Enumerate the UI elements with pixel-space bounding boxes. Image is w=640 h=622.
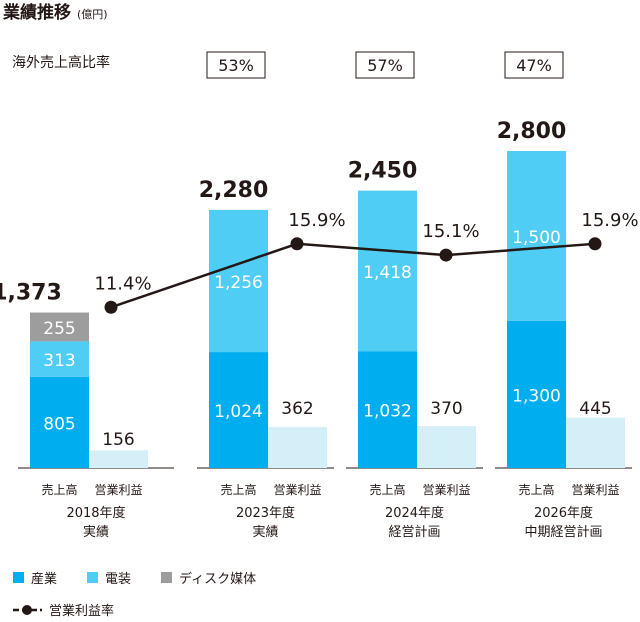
bar-electrical-2: [358, 190, 417, 352]
legend-dot-margin: [22, 605, 32, 615]
category-label-year-2: 2024年度: [385, 505, 444, 521]
chart-title: 業績推移: [3, 2, 71, 23]
bar-label-disk-0: 255: [43, 319, 75, 339]
operating-margin-point-0: [104, 300, 118, 314]
bar-operating-profit-2: [417, 426, 476, 468]
bar-label-industrial-3: 1,300: [512, 386, 561, 406]
sales-total-2: 2,450: [348, 159, 418, 184]
operating-margin-line: [110, 242, 596, 309]
overseas-ratio-value-1: 53%: [218, 56, 254, 75]
overseas-ratio-value-2: 57%: [367, 56, 403, 75]
margin-line-layer: [104, 237, 602, 314]
operating-profit-label-3: 445: [579, 399, 611, 419]
labels-layer: 805 313 255 1,373 1,024 1,256 2,280 1,032 1,418 2…: [0, 51, 640, 540]
unit-label: (億円): [77, 8, 108, 21]
sales-total-0: 1,373: [0, 281, 62, 306]
operating-margin-label-0: 11.4%: [94, 273, 151, 294]
category-label-year-0: 2018年度: [66, 505, 125, 521]
overseas-ratio-box-2: [355, 51, 415, 79]
operating-margin-label-2: 15.1%: [422, 221, 479, 242]
category-label-plan-2: 経営計画: [388, 524, 440, 540]
sales-total-1: 2,280: [199, 178, 269, 203]
legend-label-industrial: 産業: [31, 571, 57, 587]
operating-profit-label-2: 370: [430, 399, 462, 419]
bar-label-electrical-2: 1,418: [363, 263, 412, 283]
legend-swatch-electrical: [87, 572, 98, 583]
legend-label-disk: ディスク媒体: [179, 571, 256, 587]
category-label-year-1: 2023年度: [236, 505, 295, 521]
bar-label-electrical-1: 1,256: [214, 273, 263, 293]
bar-operating-profit-0: [89, 450, 148, 468]
bar-industrial-3: [507, 320, 566, 468]
operating-profit-label-1: 362: [281, 399, 313, 419]
overseas-ratio-value-3: 47%: [516, 56, 552, 75]
operating-margin-label-3: 15.9%: [581, 210, 638, 231]
legend-swatch-industrial: [13, 572, 24, 583]
category-label-plan-1: 実績: [252, 524, 278, 540]
category-label-plan-3: 中期経営計画: [524, 524, 602, 540]
sub-label-sales-0: 売上高: [41, 482, 77, 497]
legend-label-electrical: 電装: [105, 572, 131, 587]
bar-label-industrial-2: 1,032: [363, 402, 412, 422]
operating-margin-label-1: 15.9%: [288, 210, 345, 231]
bar-operating-profit-1: [268, 427, 327, 468]
category-label-year-3: 2026年度: [534, 505, 593, 521]
operating-profit-label-0: 156: [102, 430, 134, 450]
overseas-ratio-box-1: [206, 51, 266, 79]
bar-industrial-1: [209, 352, 268, 468]
bars-layer: [18, 151, 632, 469]
operating-margin-point-3: [588, 237, 602, 251]
legend-swatch-disk: [161, 572, 172, 583]
operating-margin-point-1: [290, 237, 304, 251]
sub-label-sales-1: 売上高: [220, 482, 256, 497]
sales-total-3: 2,800: [497, 119, 567, 144]
sub-label-profit-1: 営業利益: [273, 483, 321, 497]
bar-label-electrical-3: 1,500: [512, 228, 561, 248]
legend-label-margin: 営業利益率: [49, 603, 114, 619]
bar-disk-0: [30, 312, 89, 342]
sub-label-sales-3: 売上高: [518, 482, 554, 497]
bar-industrial-2: [358, 351, 417, 468]
sub-label-profit-3: 営業利益: [571, 483, 619, 497]
operating-margin-point-2: [439, 248, 453, 262]
sub-label-profit-0: 営業利益: [94, 483, 142, 497]
sub-label-profit-2: 営業利益: [422, 483, 470, 497]
bar-label-industrial-1: 1,024: [214, 402, 263, 422]
overseas-ratio-box-3: [504, 51, 564, 79]
bar-label-electrical-0: 313: [43, 351, 75, 371]
bar-operating-profit-3: [566, 417, 625, 468]
bar-industrial-0: [30, 376, 89, 468]
bar-electrical-3: [507, 151, 566, 321]
overseas-ratio-label: 海外売上高比率: [12, 54, 110, 71]
bar-electrical-1: [209, 209, 268, 353]
category-label-plan-0: 実績: [83, 524, 109, 540]
bar-electrical-0: [30, 341, 89, 377]
sub-label-sales-2: 売上高: [369, 482, 405, 497]
bar-label-industrial-0: 805: [43, 414, 75, 434]
